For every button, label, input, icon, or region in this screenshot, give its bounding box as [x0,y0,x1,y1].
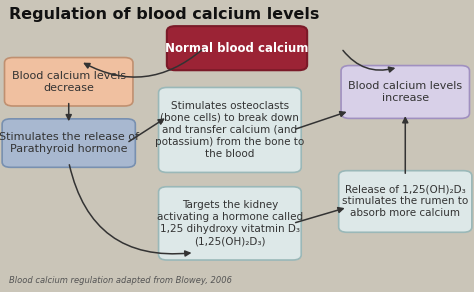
FancyBboxPatch shape [167,26,307,70]
FancyBboxPatch shape [341,65,469,119]
FancyBboxPatch shape [338,171,472,232]
FancyBboxPatch shape [2,119,136,167]
FancyBboxPatch shape [4,58,133,106]
Text: Stimulates osteoclasts
(bone cells) to break down
and transfer calcium (and
pota: Stimulates osteoclasts (bone cells) to b… [155,101,304,159]
Text: Blood calcium levels
decrease: Blood calcium levels decrease [12,71,126,93]
Text: Normal blood calcium: Normal blood calcium [165,42,309,55]
Text: Blood calcium levels
increase: Blood calcium levels increase [348,81,462,103]
Text: Blood calcium regulation adapted from Blowey, 2006: Blood calcium regulation adapted from Bl… [9,276,232,285]
Text: Stimulates the release of
Parathyroid hormone: Stimulates the release of Parathyroid ho… [0,132,139,154]
FancyBboxPatch shape [158,88,301,172]
Text: Release of 1,25(OH)₂D₃
stimulates the rumen to
absorb more calcium: Release of 1,25(OH)₂D₃ stimulates the ru… [342,185,468,218]
Text: Regulation of blood calcium levels: Regulation of blood calcium levels [9,7,320,22]
Text: Targets the kidney
activating a hormone called
1,25 dihydroxy vitatmin D₃
(1,25(: Targets the kidney activating a hormone … [157,200,303,246]
FancyBboxPatch shape [158,187,301,260]
